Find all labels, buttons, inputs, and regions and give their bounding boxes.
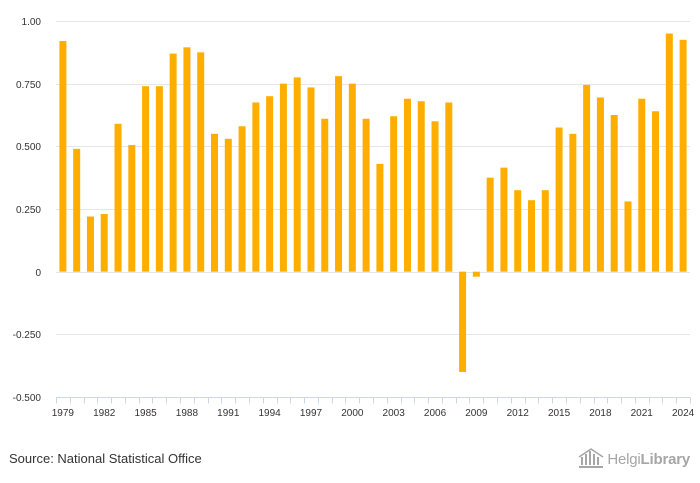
bar-2019[interactable] xyxy=(610,115,618,272)
bars xyxy=(59,33,687,372)
x-tick-label: 2012 xyxy=(507,408,530,419)
bar-1985[interactable] xyxy=(142,86,150,272)
bar-1998[interactable] xyxy=(321,118,329,272)
bar-1990[interactable] xyxy=(211,133,218,272)
bar-1984[interactable] xyxy=(128,145,136,272)
bar-1999[interactable] xyxy=(335,76,343,272)
bar-1980[interactable] xyxy=(73,148,81,272)
bar-1993[interactable] xyxy=(252,102,260,272)
bar-1982[interactable] xyxy=(100,214,108,272)
bar-2024[interactable] xyxy=(679,39,687,272)
bar-2014[interactable] xyxy=(541,190,549,272)
x-tick-label: 1991 xyxy=(217,408,240,419)
x-tick-label: 1979 xyxy=(52,408,75,419)
bar-2018[interactable] xyxy=(596,97,604,272)
bar-1989[interactable] xyxy=(197,52,205,272)
bar-2003[interactable] xyxy=(390,116,398,272)
bar-1981[interactable] xyxy=(86,216,94,272)
logo-text: HelgiLibrary xyxy=(607,451,690,468)
x-axis xyxy=(56,397,691,404)
x-tick-label: 2015 xyxy=(548,408,571,419)
x-tick-label: 2024 xyxy=(672,408,695,419)
y-tick-label: -0.250 xyxy=(13,330,42,341)
bar-1992[interactable] xyxy=(238,126,246,272)
bar-2016[interactable] xyxy=(569,133,577,272)
x-tick-label: 1985 xyxy=(134,408,157,419)
bar-2002[interactable] xyxy=(376,163,384,272)
bar-2007[interactable] xyxy=(445,102,453,272)
x-tick-label: 2018 xyxy=(589,408,612,419)
bar-2001[interactable] xyxy=(362,118,370,272)
y-tick-label: 0 xyxy=(35,268,41,279)
bar-2008[interactable] xyxy=(459,271,467,372)
x-tick-label: 2000 xyxy=(341,408,364,419)
x-axis-labels: 1979 1982 1985 1988 1991 1994 1997 2000 2003 2006… xyxy=(52,408,695,419)
y-axis-labels: 1.00 0.750 0.500 0.250 0 -0.250 -0.500 xyxy=(13,17,42,404)
y-tick-label: -0.500 xyxy=(13,393,42,404)
bar-2004[interactable] xyxy=(403,98,411,272)
bar-2022[interactable] xyxy=(652,111,660,272)
y-tick-label: 1.00 xyxy=(22,17,42,28)
bar-2015[interactable] xyxy=(555,127,563,272)
y-tick-label: 0.500 xyxy=(16,142,41,153)
bar-chart: 1.00 0.750 0.500 0.250 0 -0.250 -0.500 1979 198… xyxy=(13,17,695,419)
helgi-library-logo[interactable]: HelgiLibrary xyxy=(578,448,690,470)
x-tick-label: 2006 xyxy=(424,408,447,419)
bar-2009[interactable] xyxy=(472,271,480,277)
bar-2012[interactable] xyxy=(514,190,522,272)
bar-2021[interactable] xyxy=(638,98,646,272)
bar-1994[interactable] xyxy=(266,96,274,272)
x-tick-label: 2009 xyxy=(465,408,488,419)
bar-1991[interactable] xyxy=(224,138,232,272)
x-tick-label: 1988 xyxy=(176,408,199,419)
bar-1986[interactable] xyxy=(155,86,163,272)
bar-1983[interactable] xyxy=(114,123,122,272)
x-tick-label: 2003 xyxy=(383,408,406,419)
bar-1979[interactable] xyxy=(59,41,67,272)
bar-2010[interactable] xyxy=(486,177,494,272)
logo-text-regular: Helgi xyxy=(607,450,641,468)
bar-1988[interactable] xyxy=(183,47,191,272)
bar-2017[interactable] xyxy=(583,84,591,272)
chart-footer: Source: National Statistical Office Helg… xyxy=(0,440,700,483)
bar-2005[interactable] xyxy=(417,101,425,272)
grid-lines xyxy=(56,21,690,335)
bar-1997[interactable] xyxy=(307,87,315,272)
logo-text-bold: Library xyxy=(640,450,691,468)
x-tick-label: 1982 xyxy=(93,408,116,419)
bar-1987[interactable] xyxy=(169,53,177,272)
bar-1996[interactable] xyxy=(293,77,301,272)
source-note: Source: National Statistical Office xyxy=(9,451,202,466)
x-tick-label: 1997 xyxy=(300,408,323,419)
y-tick-label: 0.250 xyxy=(16,205,41,216)
bar-2006[interactable] xyxy=(431,121,439,272)
library-building-icon xyxy=(578,448,604,468)
y-tick-label: 0.750 xyxy=(16,80,41,91)
bar-2013[interactable] xyxy=(528,200,535,272)
x-tick-label: 2021 xyxy=(631,408,654,419)
x-tick-label: 1994 xyxy=(259,408,282,419)
bar-1995[interactable] xyxy=(279,83,287,272)
bar-2000[interactable] xyxy=(348,83,356,272)
bar-2020[interactable] xyxy=(624,201,632,272)
bar-2011[interactable] xyxy=(500,167,508,272)
bar-2023[interactable] xyxy=(665,33,673,272)
